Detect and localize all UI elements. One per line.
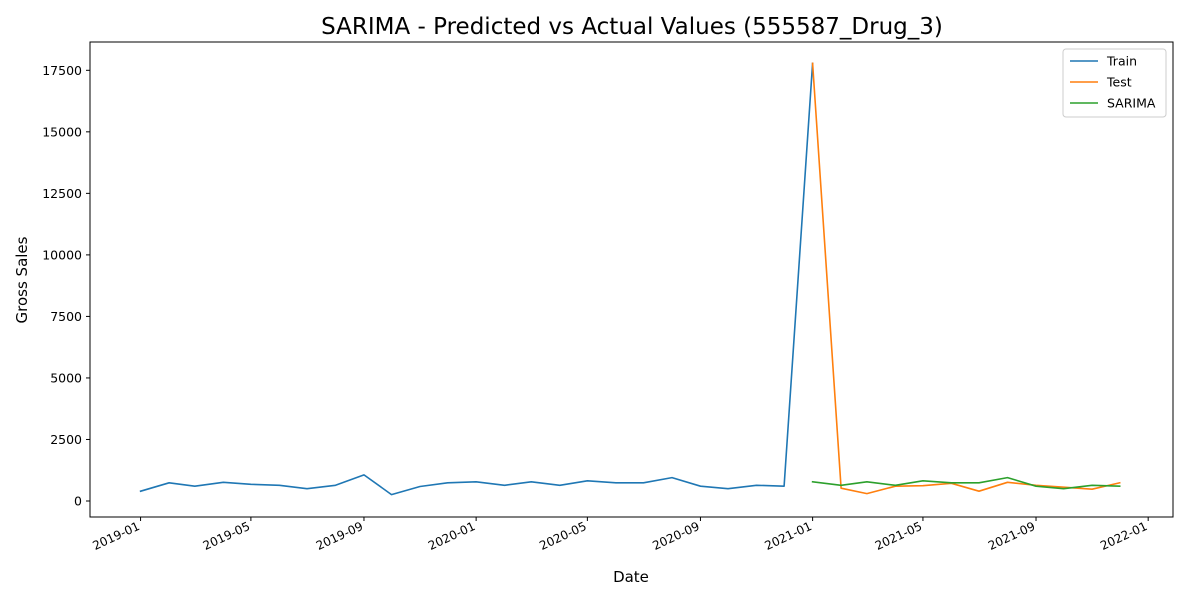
chart-title: SARIMA - Predicted vs Actual Values (555… [321,14,943,40]
y-tick-label: 10000 [42,247,82,262]
series-line-test [811,62,1121,495]
y-tick-label: 5000 [50,370,82,385]
x-axis-ticks: 2019-01 2019-05 2019-09 2020-01 2020-05 2020-… [90,517,1149,553]
y-axis-ticks: 0 2500 5000 7500 10000 12500 15000 17500 [42,63,90,509]
x-axis-label: Date [613,568,649,586]
x-tick-label: 2021-05 [873,519,924,553]
x-tick-label: 2021-09 [986,519,1037,553]
legend-label-train: Train [1106,54,1137,69]
y-axis-label: Gross Sales [13,236,31,323]
y-tick-label: 15000 [42,124,82,139]
series-layer [139,62,1121,496]
x-tick-label: 2019-05 [201,519,252,553]
y-tick-label: 17500 [42,63,82,78]
plot-area [89,41,1174,518]
plot-frame [89,41,1174,518]
y-tick-label: 12500 [42,186,82,201]
legend: Train Test SARIMA [1062,48,1167,118]
x-tick-label: 2020-01 [426,519,477,553]
x-tick-label: 2020-09 [650,519,701,553]
series-line-sarima [811,476,1121,490]
x-tick-label: 2022-01 [1098,519,1149,553]
x-tick-label: 2019-09 [314,519,365,553]
legend-label-sarima: SARIMA [1107,96,1156,111]
y-tick-label: 7500 [50,309,82,324]
y-tick-label: 2500 [50,432,82,447]
y-tick-label: 0 [74,494,82,509]
x-tick-label: 2020-05 [537,519,588,553]
legend-label-test: Test [1106,75,1132,90]
series-line-train [139,62,814,496]
legend-box [1062,48,1167,118]
x-tick-label: 2021-01 [763,519,814,553]
x-tick-label: 2019-01 [90,519,141,553]
